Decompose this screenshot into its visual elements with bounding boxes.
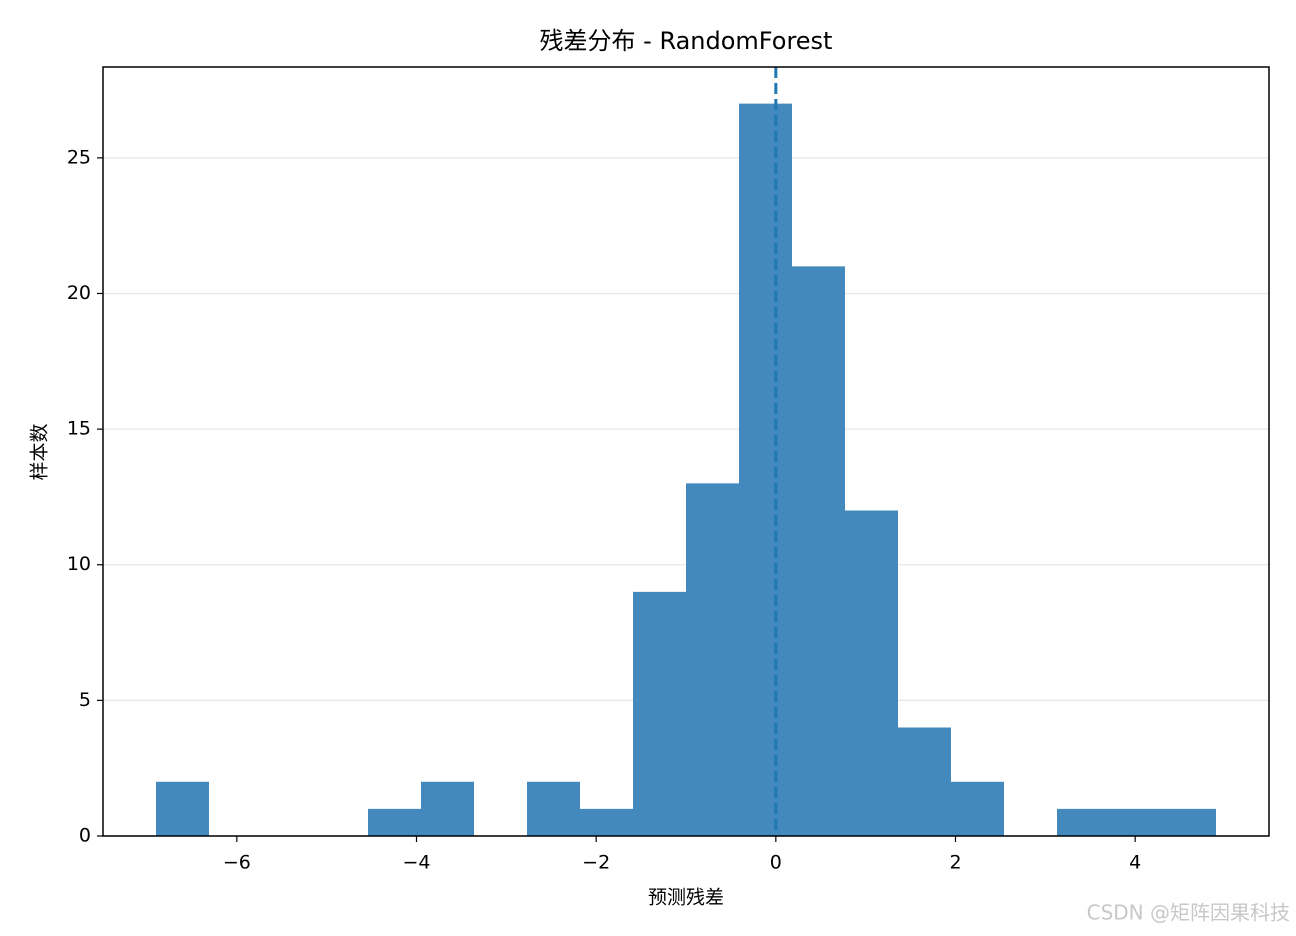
y-tick-label: 5 xyxy=(79,689,91,711)
bar xyxy=(1110,808,1163,836)
x-axis-label: 预测残差 xyxy=(648,887,724,909)
bar xyxy=(156,781,209,836)
x-tick-label: −4 xyxy=(403,852,431,874)
bar xyxy=(686,483,739,836)
watermark: CSDN @矩阵因果科技 xyxy=(1087,901,1290,925)
bar xyxy=(421,781,474,836)
bar xyxy=(1163,808,1216,836)
bar xyxy=(951,781,1004,836)
chart-title: 残差分布 - RandomForest xyxy=(540,27,833,55)
bar xyxy=(739,103,792,837)
y-tick-label: 0 xyxy=(79,825,91,847)
bar xyxy=(368,808,421,836)
bar xyxy=(633,591,686,836)
x-tick-label: −2 xyxy=(582,852,610,874)
y-axis-label: 样本数 xyxy=(29,423,51,480)
bar xyxy=(792,266,845,836)
plot-frame xyxy=(102,66,1270,837)
bar xyxy=(1057,808,1110,836)
x-tick-label: 2 xyxy=(949,852,961,874)
bar xyxy=(898,727,951,836)
x-tick-label: 4 xyxy=(1129,852,1141,874)
y-tick-label: 25 xyxy=(67,146,91,168)
y-tick-label: 15 xyxy=(67,418,91,440)
y-tick-label: 10 xyxy=(67,553,91,575)
y-tick-label: 20 xyxy=(67,282,91,304)
bar xyxy=(527,781,580,836)
x-tick-label: 0 xyxy=(770,852,782,874)
x-tick-label: −6 xyxy=(223,852,251,874)
bar xyxy=(845,510,898,836)
bar xyxy=(580,808,633,836)
